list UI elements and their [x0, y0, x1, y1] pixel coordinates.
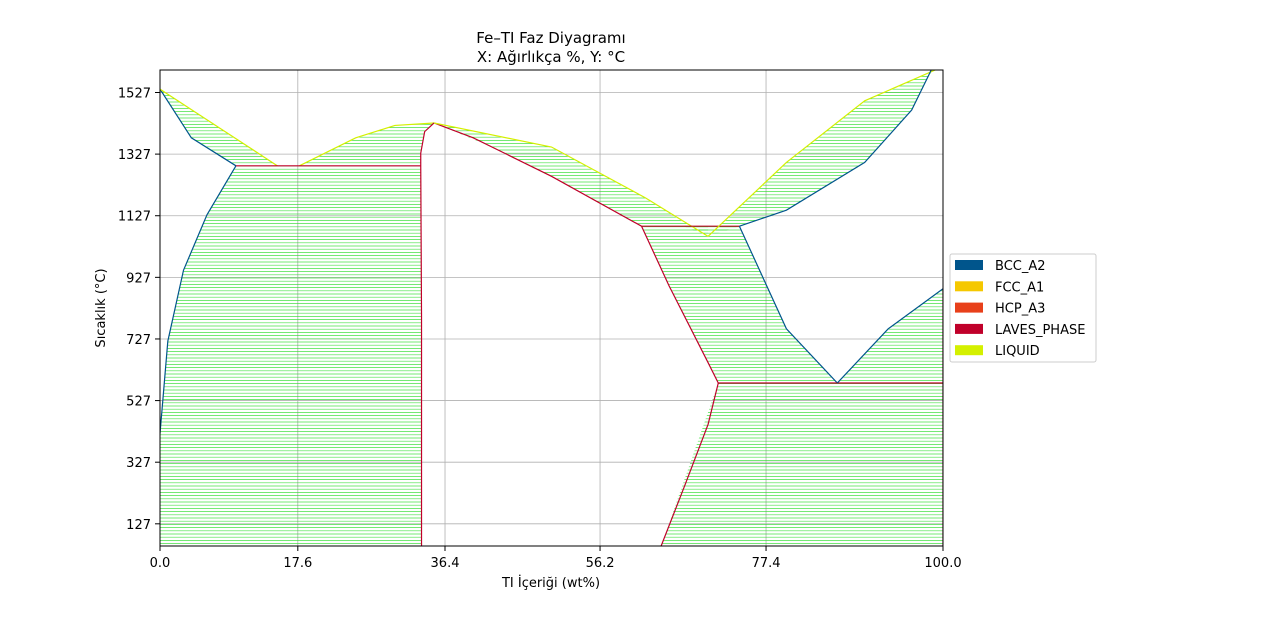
laves-lower-boundary [660, 382, 719, 546]
left-bcc-laves-region-tie-lines [160, 165, 422, 544]
bcc-left-slope [738, 225, 838, 384]
x-axis-label: TI İçeriği (wt%) [501, 575, 600, 591]
y-tick-label: 1327 [118, 148, 151, 163]
y-tick-label: 1127 [118, 210, 151, 225]
x-tick-label: 56.2 [586, 556, 615, 571]
x-axis-ticks: 0.0 17.6 36.4 56.2 77.4 100.0 [150, 546, 962, 571]
legend-swatch [955, 345, 983, 356]
y-tick-label: 327 [126, 456, 151, 471]
legend-swatch [955, 281, 983, 292]
x-tick-label: 36.4 [431, 556, 460, 571]
laves-middle-boundary [641, 225, 719, 384]
x-tick-label: 17.6 [283, 556, 312, 571]
y-tick-label: 927 [126, 271, 151, 286]
left-liquidus [160, 88, 278, 167]
left-solidus [160, 88, 237, 167]
legend-swatch [955, 323, 983, 334]
y-tick-label: 127 [126, 518, 151, 533]
chart-title: Fe–TI Faz Diyagramı [476, 29, 625, 47]
y-tick-label: 1527 [118, 86, 151, 101]
plot-frame [159, 69, 944, 547]
y-tick-label: 527 [126, 395, 151, 410]
right-liquidus [707, 70, 936, 237]
legend-box [949, 253, 1097, 363]
y-tick-label: 727 [126, 333, 151, 348]
legend-swatch [955, 260, 983, 270]
lower-right-region-tie-lines [661, 383, 943, 544]
legend-swatch [955, 302, 983, 313]
phase-boundaries [160, 70, 943, 546]
laves-left-boundary [420, 122, 435, 546]
right-solidus [739, 70, 932, 227]
y-axis-ticks: 127 327 527 727 927 1127 1327 1527 [118, 86, 160, 533]
legend-label: LIQUID [995, 344, 1040, 359]
x-tick-label: 77.4 [752, 556, 781, 571]
laves-right-boundary [433, 122, 642, 227]
left-liquidus-rise [299, 122, 435, 167]
left-bcc-boundary [160, 165, 237, 434]
x-tick-label: 100.0 [924, 556, 961, 571]
y-axis-label: Sıcaklık (°C) [94, 268, 109, 347]
legend: BCC_A2 FCC_A1 HCP_A3 LAVES_PHASE LIQUID [949, 253, 1097, 363]
legend-label: LAVES_PHASE [995, 323, 1085, 338]
central-liquidus [433, 122, 709, 237]
x-tick-label: 0.0 [150, 556, 171, 571]
legend-label: FCC_A1 [995, 280, 1044, 295]
legend-label: BCC_A2 [995, 259, 1046, 274]
lower-right-region [661, 383, 943, 544]
legend-label: HCP_A3 [995, 302, 1045, 317]
phase-regions [160, 70, 943, 544]
bcc-right-rise [836, 288, 943, 384]
left-bcc-laves-region [160, 165, 422, 544]
chart-subtitle: X: Ağırlıkça %, Y: °C [477, 48, 625, 66]
grid-lines [159, 70, 944, 546]
